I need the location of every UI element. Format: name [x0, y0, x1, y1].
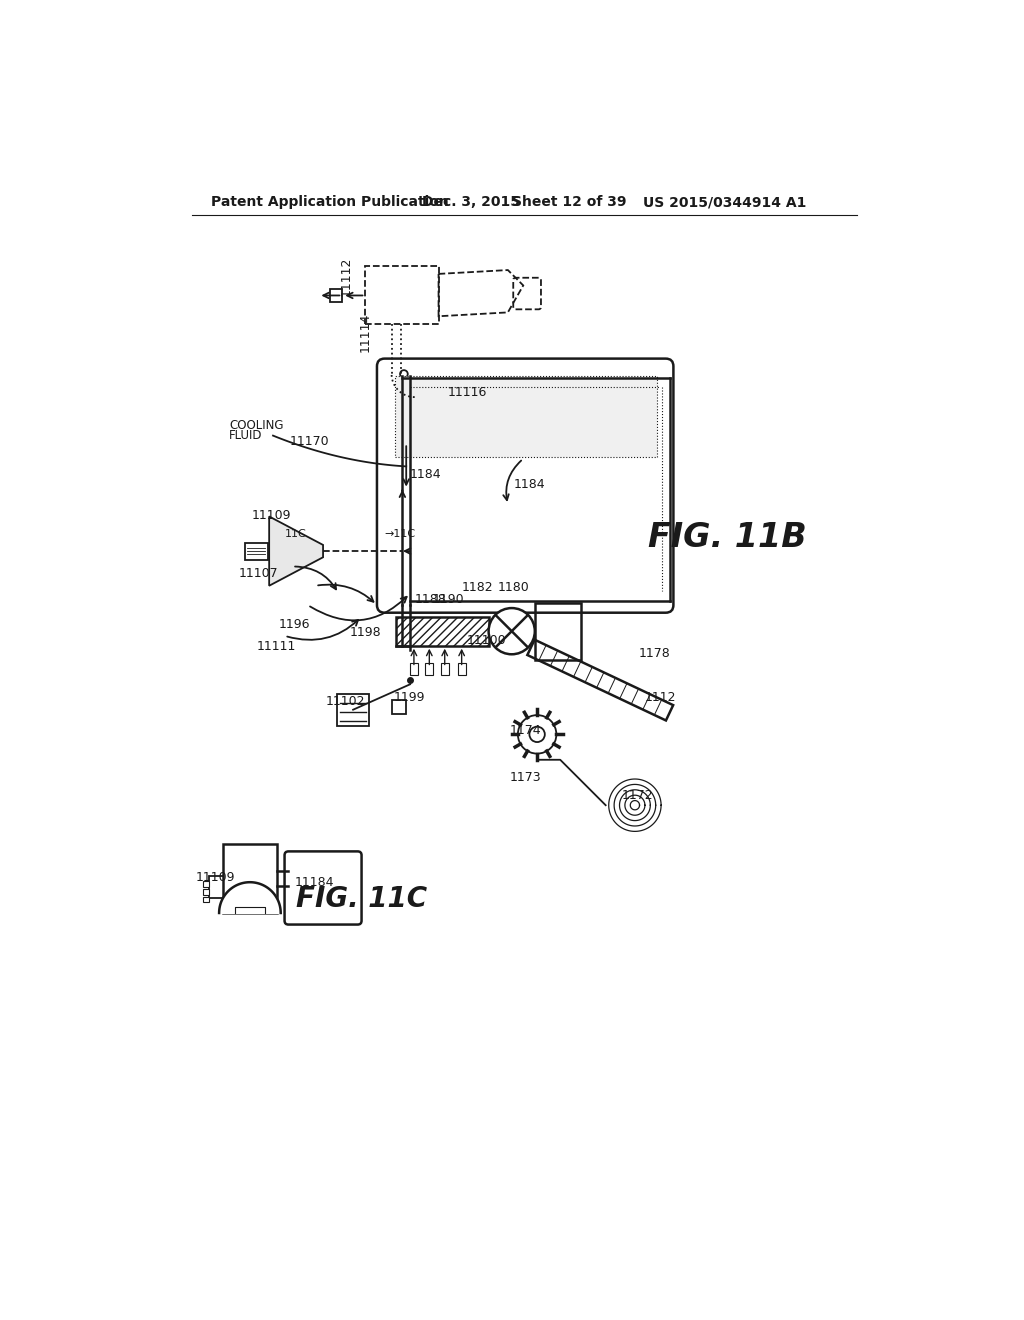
Bar: [396, 616, 488, 645]
Text: 1196: 1196: [280, 618, 310, 631]
Bar: [245, 543, 267, 560]
Bar: [394, 376, 657, 457]
Bar: [425, 663, 433, 675]
Text: 1173: 1173: [509, 771, 541, 784]
Text: 11116: 11116: [447, 385, 487, 399]
Text: US 2015/0344914 A1: US 2015/0344914 A1: [643, 195, 806, 209]
Bar: [203, 882, 209, 887]
Text: 11107: 11107: [239, 566, 278, 579]
Text: 11184: 11184: [295, 876, 334, 890]
Text: 1172: 1172: [622, 789, 653, 803]
Text: 1112: 1112: [645, 692, 677, 705]
Bar: [203, 890, 209, 895]
Text: 11100: 11100: [467, 634, 507, 647]
Text: 11112: 11112: [339, 257, 352, 296]
Text: 1180: 1180: [498, 581, 529, 594]
Bar: [330, 289, 342, 302]
Text: FLUID: FLUID: [229, 429, 262, 442]
Bar: [410, 663, 418, 675]
Bar: [392, 700, 407, 714]
Bar: [209, 876, 224, 898]
Text: Dec. 3, 2015: Dec. 3, 2015: [422, 195, 519, 209]
Bar: [535, 603, 581, 660]
Circle shape: [529, 726, 545, 742]
Text: 1184: 1184: [410, 469, 441, 480]
Circle shape: [518, 715, 556, 754]
Text: 1178: 1178: [639, 647, 671, 660]
Text: 1184: 1184: [513, 478, 545, 491]
Text: 11102: 11102: [326, 696, 365, 708]
Text: FIG. 11C: FIG. 11C: [296, 884, 427, 913]
Bar: [441, 663, 449, 675]
Text: 11109: 11109: [252, 508, 291, 521]
Text: 1174: 1174: [509, 725, 541, 738]
Bar: [337, 693, 370, 726]
Text: 1199: 1199: [394, 692, 425, 705]
Bar: [366, 267, 438, 323]
FancyBboxPatch shape: [285, 851, 361, 924]
Text: 11109: 11109: [196, 871, 236, 883]
Text: 1190: 1190: [433, 594, 465, 606]
Polygon shape: [269, 516, 323, 586]
Text: →11C: →11C: [385, 529, 416, 540]
Bar: [458, 663, 466, 675]
Text: 11111: 11111: [257, 640, 296, 652]
Text: 11C: 11C: [285, 529, 306, 540]
Text: 11170: 11170: [289, 434, 329, 447]
Text: Sheet 12 of 39: Sheet 12 of 39: [512, 195, 627, 209]
Text: 1182: 1182: [462, 581, 494, 594]
Text: Patent Application Publication: Patent Application Publication: [211, 195, 450, 209]
Text: 11114: 11114: [358, 313, 372, 352]
Text: 1188: 1188: [415, 594, 446, 606]
Text: COOLING: COOLING: [229, 420, 284, 433]
Text: 1198: 1198: [349, 626, 381, 639]
Circle shape: [488, 609, 535, 655]
Text: FIG. 11B: FIG. 11B: [648, 521, 807, 554]
Bar: [203, 896, 209, 903]
Bar: [223, 843, 276, 913]
